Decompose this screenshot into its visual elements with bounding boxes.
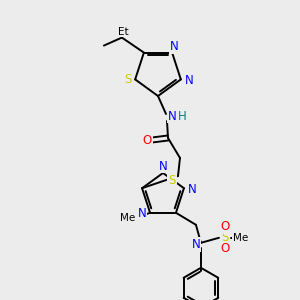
Text: N: N <box>159 160 167 172</box>
Text: O: O <box>220 220 230 233</box>
Text: S: S <box>221 231 229 244</box>
Text: N: N <box>192 238 200 251</box>
Text: N: N <box>188 183 196 196</box>
Text: N: N <box>138 207 146 220</box>
Text: S: S <box>168 175 176 188</box>
Text: S: S <box>124 73 132 86</box>
Text: Me: Me <box>233 233 249 243</box>
Text: O: O <box>220 242 230 255</box>
Text: N: N <box>170 40 178 53</box>
Text: N: N <box>168 110 176 122</box>
Text: N: N <box>184 74 193 87</box>
Text: Et: Et <box>118 27 128 37</box>
Text: O: O <box>142 134 152 146</box>
Text: Me: Me <box>120 213 136 223</box>
Text: H: H <box>178 110 186 122</box>
